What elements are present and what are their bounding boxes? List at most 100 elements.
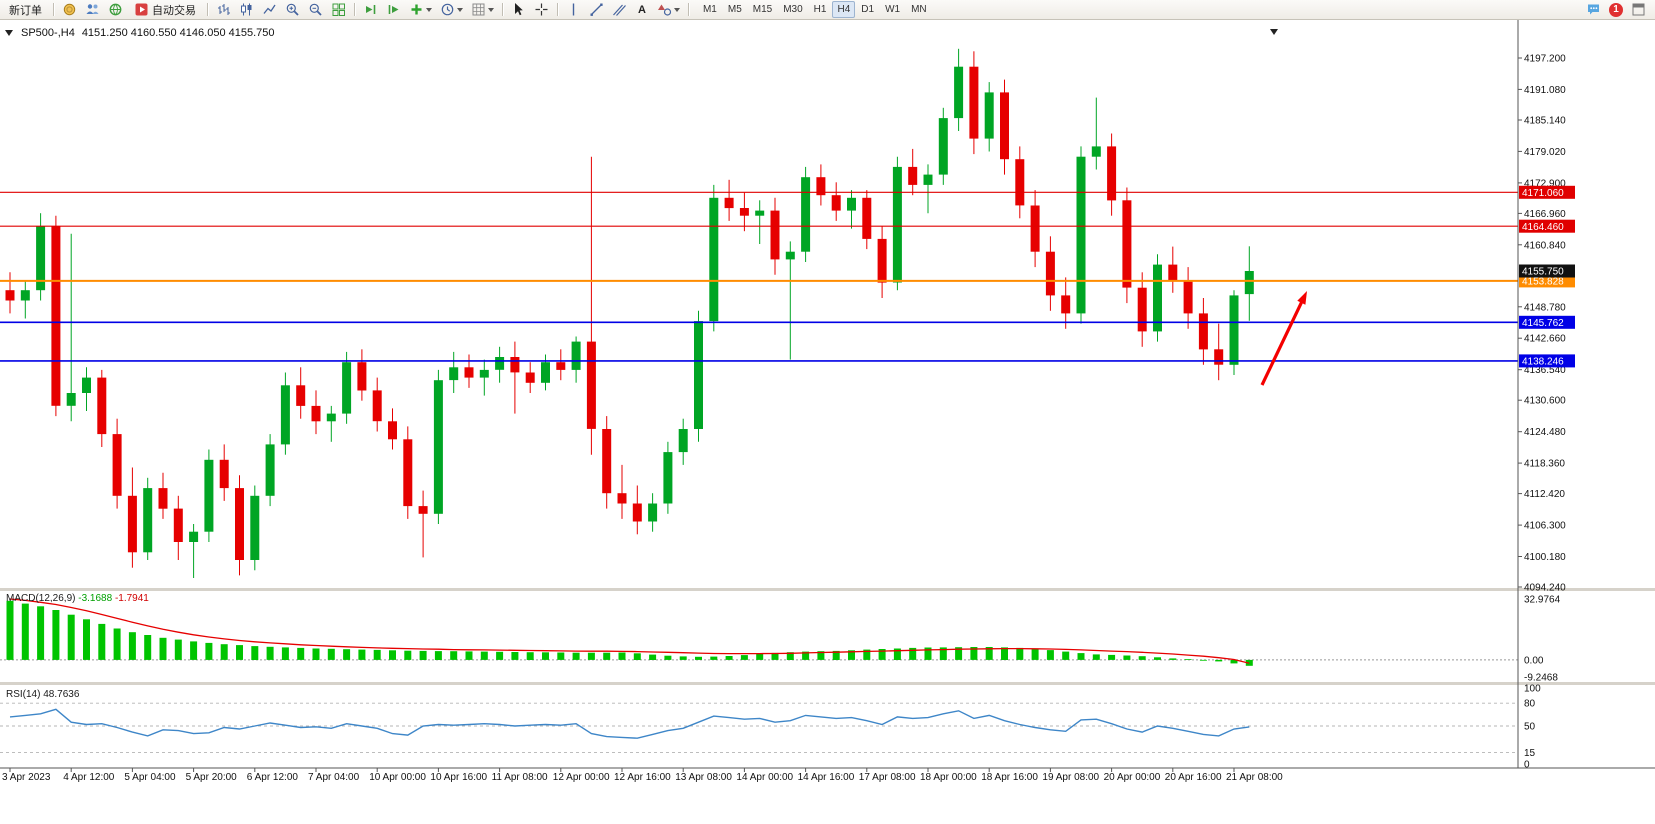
community-button[interactable]	[105, 1, 126, 18]
macd-pane[interactable]: MACD(12,26,9) -3.1688 -1.7941	[0, 593, 1518, 666]
trendline-tool-button[interactable]	[586, 1, 607, 18]
chart-shift-button[interactable]	[383, 1, 404, 18]
candle-body	[709, 197, 719, 322]
price-tick-label: 4112.420	[1524, 489, 1565, 500]
main-toolbar: 新订单 自动交易	[0, 0, 1655, 20]
macd-histogram-bar	[1123, 655, 1131, 660]
chart-window[interactable]: SP500-,H4 4151.250 4160.550 4146.050 415…	[0, 20, 1655, 790]
chart-line-button[interactable]	[259, 1, 280, 18]
timeframe-m15-button[interactable]: M15	[748, 1, 777, 18]
chat-button[interactable]	[1583, 1, 1604, 18]
timeframe-h1-button[interactable]: H1	[809, 1, 832, 18]
time-tick-label: 12 Apr 16:00	[614, 772, 671, 783]
macd-histogram-bar	[113, 628, 121, 660]
candle-body	[632, 503, 642, 522]
timeframe-m1-button[interactable]: M1	[698, 1, 722, 18]
navigator-button[interactable]	[82, 1, 103, 18]
vertical-line-icon	[572, 3, 575, 16]
crosshair-button[interactable]	[531, 1, 552, 18]
new-order-button[interactable]: 新订单	[3, 1, 48, 18]
price-tick-label: 4118.360	[1524, 459, 1565, 470]
timeframe-mn-button[interactable]: MN	[906, 1, 932, 18]
rsi-pane[interactable]: RSI(14) 48.7636	[0, 689, 1518, 754]
panels-button[interactable]	[1628, 1, 1649, 18]
candle-body	[617, 493, 627, 504]
candle-body	[235, 488, 244, 560]
timeframe-h4-button[interactable]: H4	[832, 1, 856, 18]
macd-histogram-bar	[771, 652, 779, 660]
vertical-line-tool-button[interactable]	[563, 1, 584, 18]
objects-menu-button[interactable]	[654, 1, 683, 18]
timeframe-m30-button[interactable]: M30	[778, 1, 807, 18]
chart-candles-button[interactable]	[236, 1, 257, 18]
market-watch-button[interactable]	[59, 1, 80, 18]
arrow-annotation[interactable]	[1260, 291, 1307, 386]
candle-body	[877, 238, 887, 283]
candle-body	[219, 459, 229, 489]
candle-body	[663, 452, 673, 504]
macd-histogram-bar	[1062, 651, 1070, 660]
price-tick-label: 4185.140	[1524, 116, 1566, 127]
price-scale[interactable]: 4197.200 4191.080 4185.140 4179.020 4172.900…	[1517, 20, 1575, 771]
candle-body	[143, 488, 153, 553]
candle-body	[694, 321, 703, 429]
price-tick-label: 4148.780	[1524, 302, 1566, 313]
candle-body	[1061, 295, 1071, 314]
periods-menu-button[interactable]	[437, 1, 466, 18]
tile-windows-button[interactable]	[328, 1, 349, 18]
macd-histogram-bar	[496, 651, 504, 660]
price-chart[interactable]: MACD(12,26,9) -3.1688 -1.7941 RSI(14) 48.…	[0, 20, 1655, 795]
auto-trading-button[interactable]: 自动交易	[128, 1, 202, 18]
pane-divider[interactable]	[0, 682, 1655, 685]
rsi-tick-label: 15	[1524, 748, 1536, 759]
notification-badge[interactable]: 1	[1609, 2, 1623, 17]
candle-body	[1183, 280, 1193, 314]
zoom-out-icon	[309, 3, 322, 16]
macd-histogram-bar	[863, 649, 871, 660]
chart-svg[interactable]: MACD(12,26,9) -3.1688 -1.7941 RSI(14) 48.…	[0, 20, 1655, 790]
pane-divider[interactable]	[0, 588, 1655, 591]
timeframe-d1-button[interactable]: D1	[856, 1, 879, 18]
collapse-objects-icon[interactable]	[5, 29, 14, 37]
chart-background[interactable]	[0, 20, 1655, 790]
timeframe-w1-button[interactable]: W1	[880, 1, 905, 18]
zoom-in-button[interactable]	[282, 1, 303, 18]
timeframe-m5-button[interactable]: M5	[723, 1, 747, 18]
price-tag: 4145.762	[1519, 315, 1575, 329]
candle-body	[770, 210, 780, 260]
templates-button[interactable]	[468, 1, 497, 18]
zoom-out-button[interactable]	[305, 1, 326, 18]
candle-body	[816, 177, 826, 196]
text-tool-icon: A	[638, 3, 646, 16]
chart-bars-button[interactable]	[213, 1, 234, 18]
macd-histogram-bar	[190, 641, 198, 660]
svg-text:4164.460: 4164.460	[1522, 222, 1564, 233]
rsi-tick-label: 50	[1524, 722, 1536, 733]
candle-body	[1045, 251, 1055, 296]
macd-histogram-bar	[832, 650, 840, 660]
macd-histogram-bar	[419, 650, 427, 660]
text-tool-button[interactable]: A	[632, 1, 652, 18]
cursor-button[interactable]	[508, 1, 529, 18]
price-tick-label: 4136.540	[1524, 365, 1566, 376]
toolbar-overflow-icon[interactable]	[1270, 23, 1279, 41]
add-indicator-icon	[411, 4, 422, 15]
indicators-button[interactable]	[406, 1, 435, 18]
chevron-down-icon	[673, 7, 680, 12]
macd-histogram-bar	[144, 635, 152, 660]
macd-histogram-bar	[251, 646, 259, 660]
candle-body	[1229, 295, 1239, 365]
time-scale[interactable]: 3 Apr 2023 4 Apr 12:00 5 Apr 04:00 5 Apr 20…	[0, 767, 1655, 783]
time-tick-label: 20 Apr 00:00	[1104, 772, 1161, 783]
candle-body	[1030, 205, 1040, 252]
candle-body	[326, 413, 336, 422]
time-tick-label: 3 Apr 2023	[2, 772, 51, 783]
auto-scroll-button[interactable]	[360, 1, 381, 18]
candle-body	[189, 531, 199, 542]
channel-tool-button[interactable]	[609, 1, 630, 18]
candle-body	[357, 362, 367, 391]
timeframe-group: M1 M5 M15 M30 H1 H4 D1 W1 MN	[698, 1, 932, 18]
candle-body	[5, 290, 15, 301]
candle-body	[541, 362, 550, 383]
clock-icon	[441, 3, 454, 16]
